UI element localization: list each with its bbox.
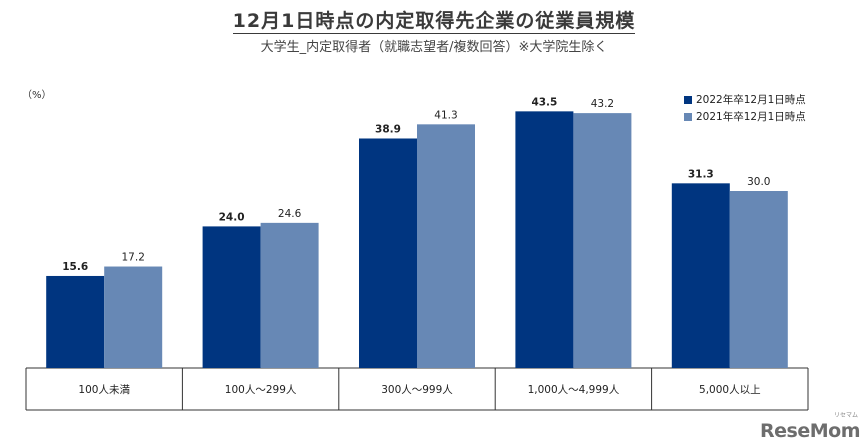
legend-label-2022: 2022年卒12月1日時点 (696, 94, 806, 106)
category-label: 300人～999人 (381, 384, 453, 396)
data-label-2022: 43.5 (531, 96, 557, 108)
legend-item-2021: 2021年卒12月1日時点 (684, 108, 806, 125)
legend-item-2022: 2022年卒12月1日時点 (684, 91, 806, 108)
data-label-2022: 38.9 (375, 123, 401, 135)
data-label-2022: 24.0 (219, 211, 245, 223)
resemom-logo: ReseMom (760, 420, 860, 442)
bar-2021 (260, 222, 319, 368)
bar-2022 (671, 183, 730, 368)
legend: 2022年卒12月1日時点 2021年卒12月1日時点 (684, 91, 806, 125)
legend-swatch-2021 (684, 112, 692, 121)
bar-2022 (46, 275, 105, 368)
bar-2022 (202, 226, 261, 368)
bar-2021 (104, 266, 163, 368)
data-label-2022: 15.6 (62, 261, 88, 273)
category-label: 100人未満 (78, 384, 130, 396)
bar-2022 (515, 111, 574, 368)
chart-title: 12月1日時点の内定取得先企業の従業員規模 (232, 10, 636, 34)
chart-subtitle: 大学生_内定取得者（就職志望者/複数回答）※大学院生除く (260, 40, 608, 55)
legend-swatch-2022 (684, 95, 692, 104)
data-label-2021: 43.2 (591, 98, 614, 110)
data-label-2022: 31.3 (688, 168, 714, 180)
y-unit-label: （%） (22, 90, 52, 101)
category-label: 5,000人以上 (699, 384, 761, 396)
logo-subtext: リセマム (833, 412, 858, 419)
legend-label-2021: 2021年卒12月1日時点 (696, 111, 806, 123)
bar-2021 (729, 191, 788, 368)
category-label: 1,000人～4,999人 (528, 384, 620, 396)
category-label: 100人～299人 (225, 384, 297, 396)
data-label-2021: 30.0 (747, 176, 770, 188)
data-label-2021: 41.3 (434, 109, 457, 121)
bar-2022 (359, 138, 417, 368)
bar-2021 (417, 124, 475, 368)
bar-2021 (573, 113, 632, 369)
data-label-2021: 17.2 (122, 252, 145, 264)
data-label-2021: 24.6 (278, 208, 302, 220)
